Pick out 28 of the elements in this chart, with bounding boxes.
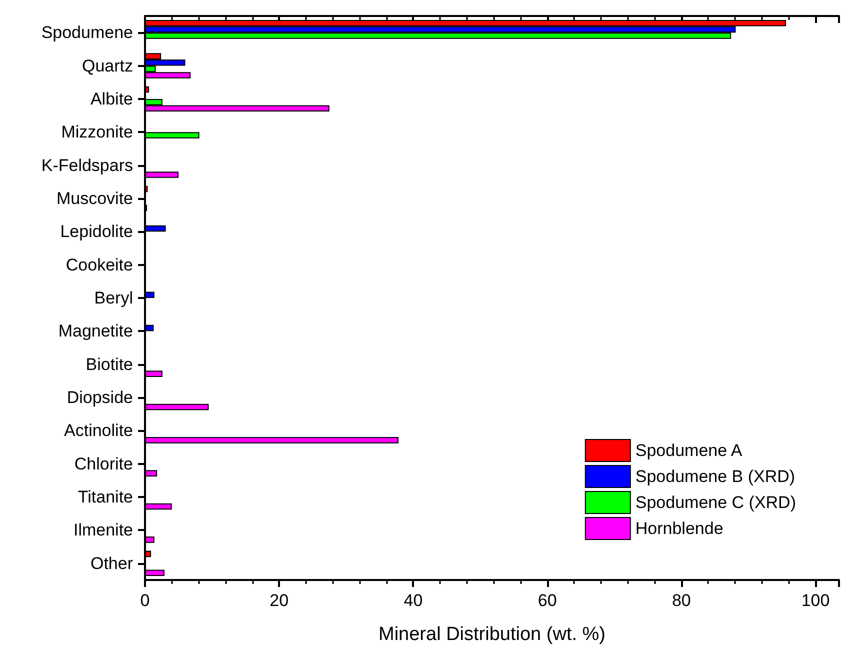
x-tick-label: 40 bbox=[404, 591, 423, 610]
legend-label: Spodumene B (XRD) bbox=[635, 467, 796, 486]
legend-label: Spodumene C (XRD) bbox=[635, 493, 796, 512]
y-tick-label: K-Feldspars bbox=[41, 156, 133, 175]
x-tick-label: 80 bbox=[672, 591, 691, 610]
y-tick-label: Titanite bbox=[78, 488, 133, 507]
x-tick-label: 20 bbox=[270, 591, 289, 610]
x-tick-label: 60 bbox=[538, 591, 557, 610]
y-tick-label: Diopside bbox=[66, 388, 133, 408]
y-tick-label: Ilmenite bbox=[73, 520, 133, 540]
y-tick-label: Other bbox=[90, 554, 134, 573]
y-tick-label: Mizzonite bbox=[61, 122, 133, 142]
y-tick-label: Biotite bbox=[86, 354, 133, 374]
legend-label: Hornblende bbox=[635, 519, 724, 538]
y-tick-label: Beryl bbox=[94, 288, 133, 308]
y-tick-label: Quartz bbox=[82, 56, 133, 76]
x-tick-label: 100 bbox=[801, 591, 830, 610]
x-axis-title: Mineral Distribution (wt. %) bbox=[378, 624, 606, 645]
legend-label: Spodumene A bbox=[635, 441, 743, 460]
x-tick-label: 0 bbox=[140, 591, 150, 610]
y-tick-label: Albite bbox=[90, 89, 133, 108]
y-tick-label: Cookeite bbox=[66, 255, 133, 274]
y-tick-label: Lepidolite bbox=[60, 222, 133, 242]
y-tick-label: Magnetite bbox=[58, 322, 133, 341]
y-tick-label: Actinolite bbox=[64, 421, 133, 440]
y-tick-label: Chlorite bbox=[74, 454, 133, 474]
y-tick-label: Spodumene bbox=[41, 23, 133, 42]
y-tick-label: Muscovite bbox=[56, 188, 133, 208]
